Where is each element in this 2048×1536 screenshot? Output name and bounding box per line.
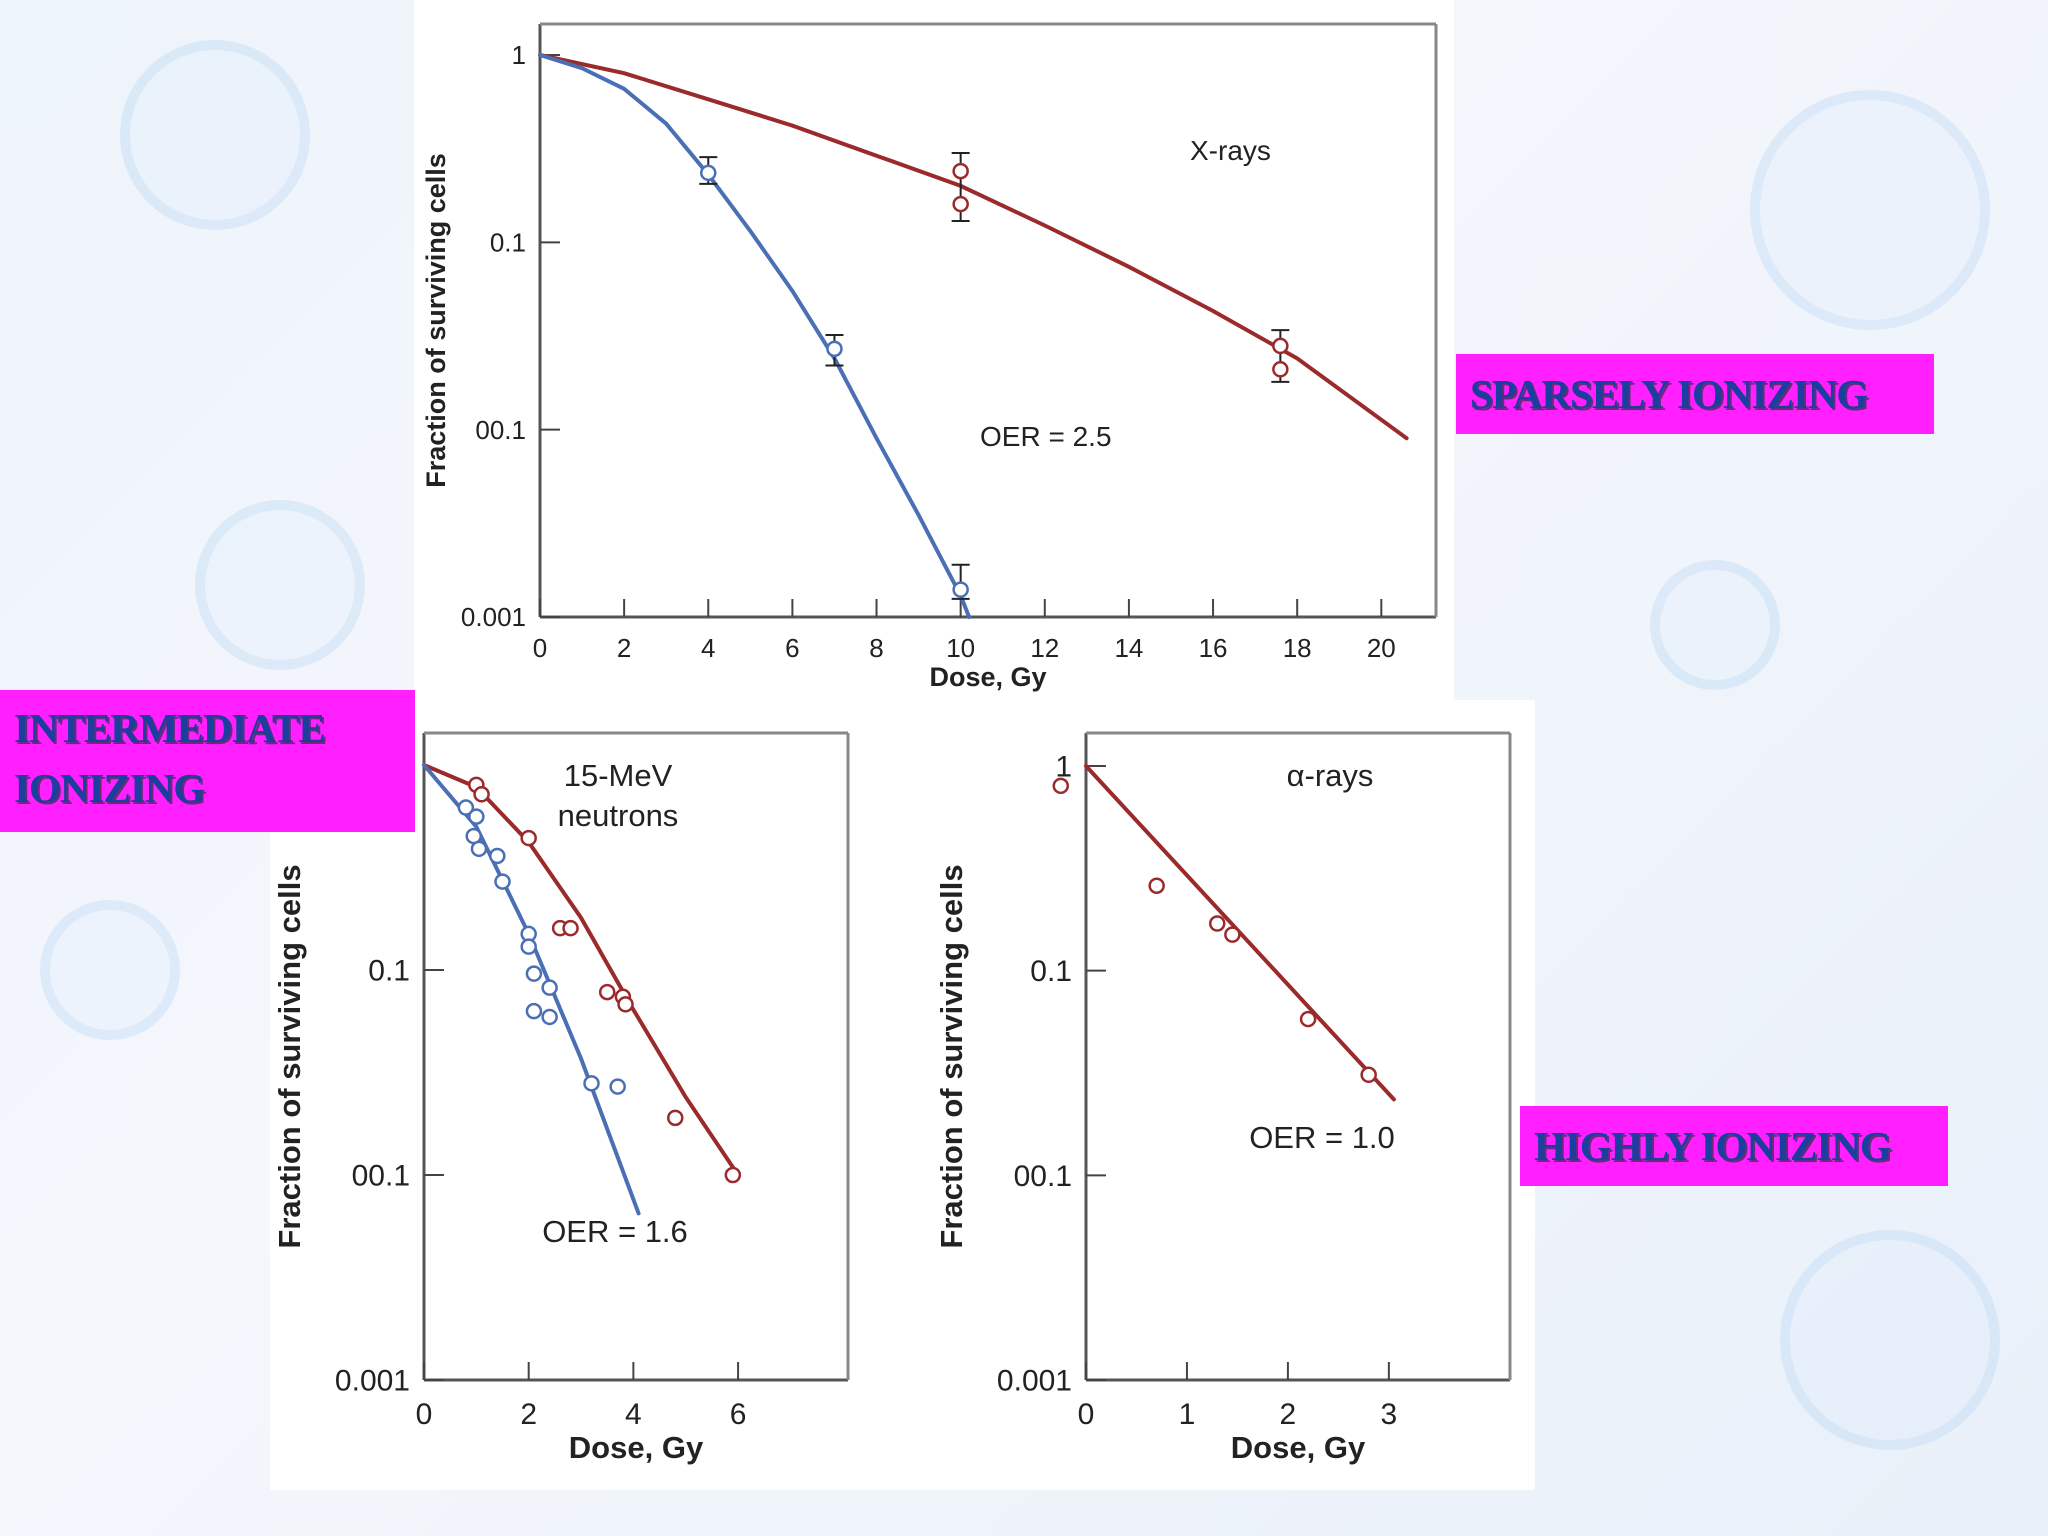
neutron-series-2-data-point <box>609 1078 626 1095</box>
xray-y-tick-label: 00.1 <box>475 415 526 445</box>
xray-plot-group <box>538 22 1438 619</box>
highly-ionizing-tag: HIGHLY IONIZING <box>1520 1106 1948 1186</box>
alpha-series-1-data-point <box>1224 926 1241 943</box>
xray-annotation: X-rays <box>1190 135 1271 166</box>
xray-x-tick-label: 6 <box>785 633 799 663</box>
xray-x-tick-label: 14 <box>1114 633 1143 663</box>
alpha-annotation: α-rays <box>1287 758 1374 793</box>
xray-y-axis-label: Fraction of surviving cells <box>421 153 451 488</box>
neutron-y-axis-label: Fraction of surviving cells <box>272 864 307 1248</box>
xray-series-1-data-point <box>952 162 969 180</box>
neutron-series-2-data-point <box>541 1008 558 1026</box>
xray-x-tick-label: 0 <box>533 633 547 663</box>
alpha-y-tick-label: 0.001 <box>997 1365 1072 1398</box>
alpha-x-tick-label: 0 <box>1078 1398 1095 1431</box>
neutron-series-1-data-point <box>617 996 634 1013</box>
neutron-series-2-data-point <box>470 840 488 858</box>
xray-x-axis-label: Dose, Gy <box>929 662 1046 692</box>
xray-series-1-data-point <box>1272 361 1289 378</box>
xray-series-2-data-point <box>952 581 969 598</box>
neutron-series-1-data-point <box>473 785 490 803</box>
xray-series-2-curve <box>538 53 972 619</box>
alpha-series-1-data-point <box>1148 877 1165 894</box>
alpha-series-1-data-point <box>1208 915 1226 932</box>
neutron-annotation: OER = 1.6 <box>542 1214 688 1249</box>
neutron-series-2-data-point <box>541 979 558 996</box>
xray-x-tick-label: 16 <box>1199 633 1228 663</box>
neutron-x-tick-label: 2 <box>520 1398 537 1431</box>
neutron-series-1-data-point <box>724 1166 742 1184</box>
neutron-y-tick-label: 0.001 <box>335 1365 410 1398</box>
neutron-series-2-data-point <box>494 873 511 890</box>
neutron-series-2-data-point <box>525 965 543 982</box>
neutron-x-tick-label: 6 <box>730 1398 747 1431</box>
alpha-annotation: OER = 1.0 <box>1249 1120 1395 1155</box>
xray-x-tick-label: 20 <box>1367 633 1396 663</box>
background-bubble <box>195 500 365 670</box>
xray-y-tick-label: 0.1 <box>490 227 526 257</box>
alpha-x-tick-label: 1 <box>1179 1398 1196 1431</box>
neutron-series-2-data-point <box>520 938 537 955</box>
sparsely-ionizing-tag: SPARSELY IONIZING <box>1456 354 1934 434</box>
xray-series-1-data-point <box>952 195 969 213</box>
alpha-y-tick-label: 00.1 <box>1014 1160 1072 1193</box>
intermediate-ionizing-line2: IONIZING <box>14 765 205 811</box>
xray-series-2-data-point <box>826 340 843 358</box>
xray-x-tick-label: 10 <box>946 633 975 663</box>
neutron-annotation: 15-MeV <box>564 758 673 793</box>
xray-x-tick-label: 18 <box>1283 633 1312 663</box>
xray-x-tick-label: 2 <box>617 633 631 663</box>
neutron-series-2-data-point <box>489 847 506 865</box>
neutron-x-tick-label: 4 <box>625 1398 642 1431</box>
neutron-series-2-data-point <box>457 799 475 816</box>
xray-y-tick-label: 1 <box>512 40 526 70</box>
xray-x-tick-label: 8 <box>869 633 883 663</box>
background-bubble <box>1780 1230 2000 1450</box>
intermediate-ionizing-tag: INTERMEDIATE IONIZING <box>0 690 415 832</box>
neutron-annotation: neutrons <box>558 798 679 833</box>
neutron-series-1-data-point <box>667 1109 684 1127</box>
background-bubble <box>1650 560 1780 690</box>
neutron-series-1-data-point <box>562 919 579 937</box>
xray-series-1-curve <box>538 53 1409 441</box>
alpha-x-tick-label: 3 <box>1381 1398 1398 1431</box>
alpha-plot-group <box>1052 731 1512 1382</box>
neutron-series-2-data-point <box>583 1075 600 1092</box>
xray-x-tick-label: 12 <box>1030 633 1059 663</box>
alpha-series-1-data-point <box>1360 1066 1377 1084</box>
neutron-series-2-data-point <box>525 1002 543 1020</box>
alpha-series-1-data-point <box>1299 1010 1317 1028</box>
xray-x-tick-label: 4 <box>701 633 715 663</box>
neutron-x-tick-label: 0 <box>416 1398 433 1431</box>
xray-annotation: OER = 2.5 <box>980 421 1112 452</box>
alpha-y-axis-label: Fraction of surviving cells <box>934 864 969 1248</box>
neutron-y-tick-label: 0.1 <box>368 955 410 988</box>
neutron-plot-group <box>422 731 850 1382</box>
xray-series-1-data-point <box>1272 337 1289 355</box>
background-bubble <box>1750 90 1990 330</box>
neutron-y-tick-label: 00.1 <box>352 1160 410 1193</box>
background-bubble <box>40 900 180 1040</box>
alpha-x-tick-label: 2 <box>1280 1398 1297 1431</box>
background-bubble <box>120 40 310 230</box>
neutron-series-1-data-point <box>598 983 616 1001</box>
xray-y-tick-label: 0.001 <box>461 602 526 632</box>
neutron-x-axis-label: Dose, Gy <box>569 1430 704 1465</box>
neutron-series-1-data-point <box>520 829 537 847</box>
neutron-series-2-data-point <box>468 808 485 825</box>
xray-series-2-data-point <box>700 164 717 182</box>
alpha-x-axis-label: Dose, Gy <box>1231 1430 1366 1465</box>
alpha-series-1-data-point <box>1052 777 1070 795</box>
alpha-y-tick-label: 1 <box>1055 751 1072 784</box>
alpha-y-tick-label: 0.1 <box>1030 955 1072 988</box>
intermediate-ionizing-line1: INTERMEDIATE <box>14 705 326 751</box>
